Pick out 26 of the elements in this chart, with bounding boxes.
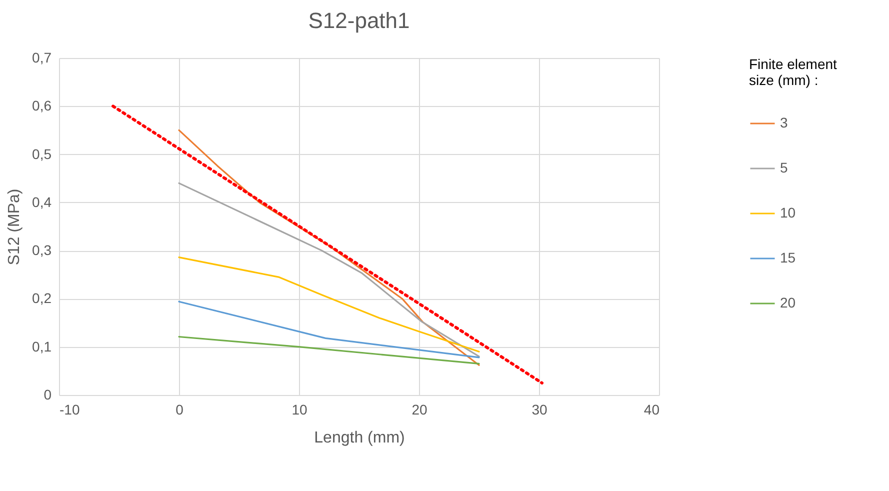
y-axis-title: S12 (MPa) <box>6 188 24 266</box>
y-tick-label: 0,4 <box>32 194 52 210</box>
line-series <box>178 256 480 352</box>
legend-label: 20 <box>780 294 796 310</box>
x-tick-label: 20 <box>412 402 428 418</box>
y-tick-label: 0,3 <box>32 242 52 258</box>
legend-label: 5 <box>780 160 788 176</box>
x-tick-label: 0 <box>176 402 184 418</box>
line-series <box>178 129 480 366</box>
y-tick-label: 0,7 <box>32 50 52 66</box>
x-tick-label: 30 <box>532 402 548 418</box>
line-series <box>178 182 480 358</box>
chart-title: S12-path1 <box>308 8 410 33</box>
x-tick-label: 10 <box>292 402 308 418</box>
legend-title: Finite element size (mm) : <box>749 56 838 88</box>
x-axis-title: Length (mm) <box>314 430 405 446</box>
legend-label: 10 <box>780 204 796 220</box>
x-tick-label: -10 <box>60 402 80 418</box>
legend-label: 15 <box>780 250 796 266</box>
y-tick-label: 0 <box>44 386 52 402</box>
y-tick-label: 0,2 <box>32 290 52 306</box>
x-tick-label: 40 <box>644 402 660 418</box>
legend-label: 3 <box>780 114 788 130</box>
y-tick-label: 0,1 <box>32 338 52 354</box>
y-tick-label: 0,5 <box>32 146 52 162</box>
y-tick-label: 0,6 <box>32 98 52 114</box>
